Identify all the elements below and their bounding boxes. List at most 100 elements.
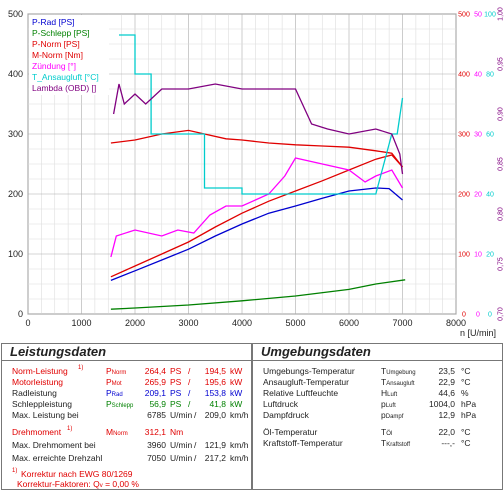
right-tick-label: 0,90 (498, 107, 504, 121)
max-leistung-rpm: 6785 (147, 410, 166, 420)
drehmoment-unit: Nm (170, 427, 184, 437)
norm-leistung-kw-unit: kW (230, 366, 243, 376)
legend-item: T_Ansaugluft [°C] (32, 72, 99, 82)
motorleistung-symbol: PMot (106, 377, 122, 387)
left-tick-label: 500 (8, 9, 23, 19)
umgebung-row-symbol: pLuft (381, 399, 396, 409)
umgebung-row-symbol: pDampf (381, 410, 404, 420)
max-leistung-label: Max. Leistung bei (12, 410, 79, 420)
korrektur-note: Korrektur nach EWG 80/1269 (21, 469, 133, 479)
right-tick-label: 50 (474, 12, 482, 19)
x-tick-label: 6000 (339, 318, 359, 328)
norm-leistung-kw: 194,5 (204, 366, 226, 376)
umgebung-row-label: Dampfdruck (263, 410, 309, 420)
korrektur-footnote: 1) (12, 468, 18, 474)
x-tick-label: 4000 (232, 318, 252, 328)
right-tick-label: 80 (486, 72, 494, 79)
umgebung-row-unit: °C (461, 427, 471, 437)
motorleistung-ps-unit: PS (170, 377, 182, 387)
leistungsdaten-title: Leistungsdaten (2, 344, 251, 361)
max-drehmoment-label: Max. Drehmoment bei (12, 440, 96, 450)
max-drehzahl-slash: / (194, 453, 197, 463)
right-tick-label: 40 (486, 192, 494, 199)
schleppleistung-slash: / (188, 399, 191, 409)
umgebung-row-unit: hPa (461, 399, 477, 409)
schleppleistung-kw-unit: kW (230, 399, 243, 409)
drehmoment-symbol: MNorm (106, 427, 128, 437)
schleppleistung-kw: 41,8 (209, 399, 226, 409)
motorleistung-slash: / (188, 377, 191, 387)
max-drehzahl-speed: 217,2 (204, 453, 226, 463)
series-line (110, 157, 404, 258)
umgebung-row-value: 12,9 (438, 410, 455, 420)
legend-item: M-Norm [Nm] (32, 50, 83, 60)
right-tick-label: 200 (458, 192, 470, 199)
radleistung-slash: / (188, 388, 191, 398)
umgebung-row-unit: °C (461, 438, 471, 448)
x-axis-label: n [U/min] (460, 328, 496, 338)
umgebung-row-label: Öl-Temperatur (263, 427, 318, 437)
norm-leistung-symbol: PNorm (106, 366, 127, 376)
radleistung-kw: 153,8 (204, 388, 226, 398)
right-tick-label: 60 (486, 132, 494, 139)
left-tick-label: 300 (8, 129, 23, 139)
schleppleistung-symbol: PSchlepp (106, 399, 134, 409)
umgebungsdaten-title: Umgebungsdaten (253, 344, 502, 361)
radleistung-label: Radleistung (12, 388, 57, 398)
right-tick-label: 0,70 (498, 307, 504, 321)
x-tick-label: 5000 (285, 318, 305, 328)
legend-item: P-Schlepp [PS] (32, 28, 90, 38)
max-leistung-speed-unit: km/h (230, 410, 249, 420)
max-drehzahl-rpm: 7050 (147, 453, 166, 463)
umgebung-row-value: 22,9 (438, 377, 455, 387)
schleppleistung-ps: 56,9 (149, 399, 166, 409)
max-drehzahl-rpm-unit: U/min (170, 453, 193, 463)
radleistung-ps-unit: PS (170, 388, 182, 398)
korrektur-faktoren: Korrektur-Faktoren: Qv = 0,00 % (17, 479, 139, 489)
umgebung-row-unit: % (461, 388, 469, 398)
max-leistung-slash: / (194, 410, 197, 420)
drehmoment-label: Drehmoment (12, 427, 62, 437)
max-leistung-speed: 209,0 (204, 410, 226, 420)
umgebung-row-label: Ansaugluft-Temperatur (263, 377, 349, 387)
legend-box (29, 15, 109, 95)
umgebung-row-value: 22,0 (438, 427, 455, 437)
max-drehmoment-slash: / (194, 440, 197, 450)
umgebung-row-value: ---,- (441, 438, 455, 448)
umgebung-row-unit: hPa (461, 410, 477, 420)
umgebung-row-label: Relative Luftfeuchte (263, 388, 339, 398)
legend-item: Zündung [°] (32, 61, 76, 71)
right-tick-label: 20 (486, 252, 494, 259)
radleistung-symbol: PRad (106, 388, 123, 398)
umgebungsdaten-panel: Umgebungsdaten Umgebungs-Temperatur TUmge… (252, 343, 503, 490)
right-tick-label: 0,80 (498, 207, 504, 221)
motorleistung-label: Motorleistung (12, 377, 64, 387)
right-tick-label: 30 (474, 132, 482, 139)
umgebung-row-symbol: TUmgebung (381, 366, 416, 376)
series-line (110, 279, 406, 310)
series-line (110, 187, 403, 282)
leistungsdaten-panel: Leistungsdaten Norm-Leistung 1) PNorm 26… (1, 343, 252, 490)
motorleistung-kw-unit: kW (230, 377, 243, 387)
x-tick-label: 7000 (392, 318, 412, 328)
right-tick-label: 300 (458, 132, 470, 139)
norm-leistung-label: Norm-Leistung (12, 366, 68, 376)
umgebung-row-value: 23,5 (438, 366, 455, 376)
left-tick-label: 200 (8, 189, 23, 199)
x-tick-label: 0 (25, 318, 30, 328)
legend-item: Lambda (OBD) [] (32, 83, 96, 93)
max-leistung-rpm-unit: U/min (170, 410, 193, 420)
series-line (112, 83, 404, 175)
x-tick-label: 1000 (71, 318, 91, 328)
umgebung-row-label: Kraftstoff-Temperatur (263, 438, 343, 448)
radleistung-kw-unit: kW (230, 388, 243, 398)
right-tick-label: 20 (474, 192, 482, 199)
schleppleistung-label: Schleppleistung (12, 399, 73, 409)
max-drehmoment-speed: 121,9 (204, 440, 226, 450)
umgebung-row-unit: °C (461, 377, 471, 387)
umgebung-row-label: Luftdruck (263, 399, 298, 409)
umgebung-row-symbol: TÖl (381, 427, 393, 437)
norm-leistung-ps-unit: PS (170, 366, 182, 376)
drehmoment-footnote: 1) (67, 426, 73, 432)
